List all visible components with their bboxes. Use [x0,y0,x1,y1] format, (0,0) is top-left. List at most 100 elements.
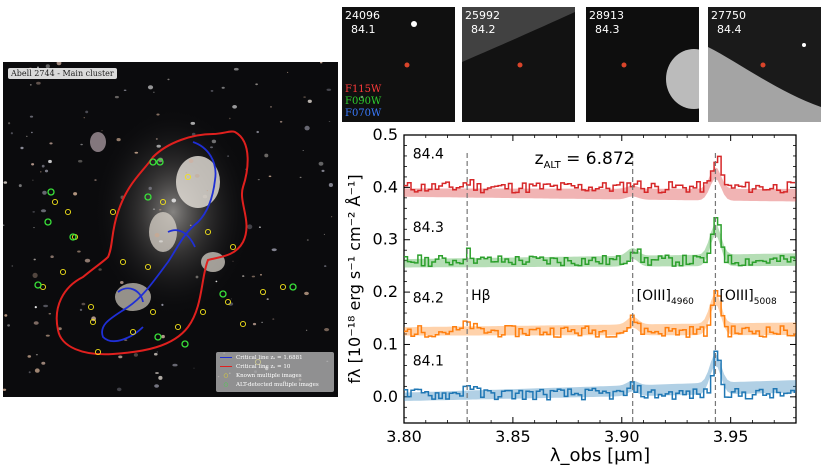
galaxy [255,83,258,86]
y-tick-label: 0.0 [373,387,398,406]
galaxy [166,249,169,251]
galaxy [114,95,119,99]
y-tick-label: 0.5 [373,128,398,144]
galaxy [31,131,33,134]
y-tick-label: 0.1 [373,334,398,353]
alt-image-marker [219,290,227,298]
galaxy [3,388,7,391]
legend-item: ○ ALT-detected multiple images [223,381,319,388]
galaxy [252,322,257,326]
galaxy [161,303,164,306]
galaxy [58,327,62,331]
galaxy [33,227,35,229]
galaxy [190,121,196,125]
galaxy [230,298,232,300]
known-image-marker [159,198,167,206]
galaxy [116,138,121,142]
galaxy [268,175,272,178]
x-tick-label: 3.85 [495,427,531,446]
galaxy [323,233,325,235]
galaxy [156,351,158,353]
galaxy [191,132,196,136]
galaxy [210,146,213,149]
known-image-marker [89,318,97,326]
thumbnail-id: 25992 [465,9,500,22]
galaxy [34,306,37,309]
galaxy [94,179,97,181]
cluster-title: Abell 2744 - Main cluster [8,68,117,79]
galaxy [171,198,177,203]
galaxy [48,313,52,315]
galaxy [232,260,234,262]
galaxy [264,153,269,158]
galaxy [271,248,277,252]
filter-label: F090W [345,96,382,107]
galaxy [221,86,225,89]
series-label: 84.4 [413,147,444,163]
galaxy [156,113,160,116]
galaxy [37,66,39,69]
alt-image-marker [69,233,77,241]
known-image-marker [184,173,192,181]
galaxy [227,155,230,157]
galaxy [29,115,34,118]
galaxy [328,183,333,187]
known-image-marker [64,208,72,216]
galaxy [257,179,260,181]
known-image-marker [259,288,267,296]
spectrum-line [404,290,796,338]
galaxy [195,275,199,279]
galaxy [120,281,124,284]
galaxy [202,194,208,199]
galaxy [158,240,163,243]
chart-axes: 3.80 3.85 3.90 3.95 0.0 0.1 0.2 0.3 0.4 0.5 λ_obs … [345,125,797,466]
x-axis-label: λ_obs [μm] [550,445,650,466]
galaxy [287,71,289,73]
thumbnail-label: 84.4 [717,23,742,36]
galaxy [328,121,331,122]
x-tick-label: 3.90 [604,427,640,446]
galaxy [45,64,50,69]
galaxy [158,208,162,211]
galaxy [154,352,158,356]
thumbnail-id: 28913 [589,9,624,22]
galaxy [41,361,46,365]
galaxy [32,272,38,278]
spectra-plot: 3.80 3.85 3.90 3.95 0.0 0.1 0.2 0.3 0.4 0.5 λ_obs … [345,125,797,466]
critical-line-z1688 [101,141,217,342]
galaxy [320,62,323,64]
galaxy [233,67,239,71]
galaxy [228,117,231,120]
redshift-label: zALT = 6.872 [535,149,635,171]
galaxy [3,181,8,184]
spectrum-line [404,350,796,401]
galaxy [133,353,138,357]
galaxy [189,224,192,226]
galaxy [305,329,308,331]
thumbnail-label: 84.2 [471,23,496,36]
spectrum-line [404,155,796,194]
legend-item: Critical line zₛ = 10 [220,362,290,371]
galaxy [172,363,178,367]
thumbnail-84-3: 28913 84.3 [586,7,699,122]
galaxy [33,321,39,325]
galaxy [73,192,78,196]
thumbnail-84-4: 27750 84.4 [708,7,821,122]
filter-label: F115W [345,84,382,95]
alt-image-marker [34,281,42,289]
critical-line-z10 [55,130,249,356]
alt-image-marker [289,283,297,291]
spectrum-line [404,217,796,268]
galaxy [247,224,253,230]
galaxy [26,135,28,137]
alt-image-marker [47,188,55,196]
known-image-marker [144,263,152,271]
galaxy [279,120,283,123]
cluster-image-panel: Abell 2744 - Main cluster Critical line … [3,62,338,397]
alt-image-marker [149,158,157,166]
known-image-marker [87,303,95,311]
model-band [404,353,796,401]
series-lines [404,155,796,401]
known-image-marker [279,283,287,291]
model-band [404,167,796,202]
